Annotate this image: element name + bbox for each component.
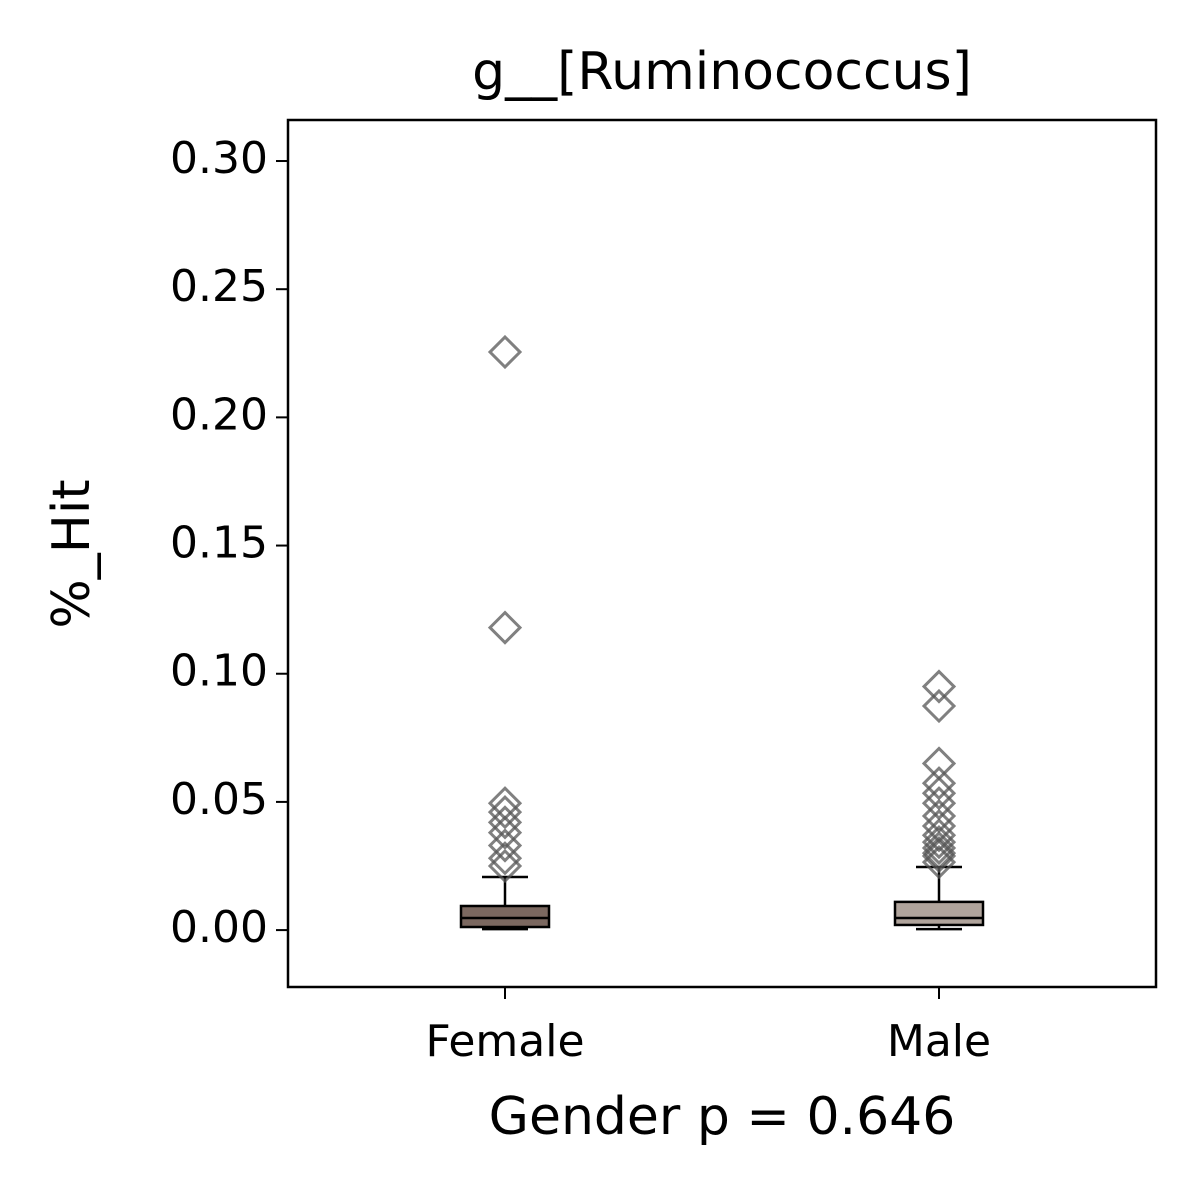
outlier bbox=[921, 776, 957, 811]
outlier bbox=[921, 845, 957, 880]
box bbox=[459, 904, 551, 929]
y-tick-label: 0.05 bbox=[170, 774, 268, 825]
y-tick-label: 0.30 bbox=[170, 133, 268, 184]
y-tick-label: 0.15 bbox=[170, 518, 268, 569]
box bbox=[893, 900, 985, 927]
outlier bbox=[921, 830, 957, 866]
y-axis-label: %_Hit bbox=[42, 479, 102, 628]
x-axis-label: Gender p = 0.646 bbox=[489, 1087, 956, 1147]
x-tick-label: Female bbox=[425, 1016, 584, 1067]
outlier bbox=[487, 815, 523, 850]
y-tick-label: 0.25 bbox=[170, 261, 268, 312]
x-tick-label: Male bbox=[887, 1016, 991, 1067]
y-tick-label: 0.00 bbox=[170, 902, 268, 953]
y-tick-label: 0.20 bbox=[170, 389, 268, 440]
outlier bbox=[921, 766, 957, 801]
outlier bbox=[921, 836, 957, 871]
outlier bbox=[921, 818, 957, 853]
outlier bbox=[487, 828, 523, 863]
outlier bbox=[487, 610, 523, 645]
outlier bbox=[487, 848, 523, 884]
outlier bbox=[921, 669, 957, 704]
outlier bbox=[921, 838, 957, 874]
outlier bbox=[921, 825, 957, 860]
outlier bbox=[921, 688, 957, 724]
outlier bbox=[487, 805, 523, 840]
outlier bbox=[487, 841, 523, 876]
plot-frame bbox=[286, 118, 1158, 989]
outlier bbox=[487, 334, 523, 370]
y-tick-label: 0.10 bbox=[170, 646, 268, 697]
chart-title: g__[Ruminococcus] bbox=[472, 42, 972, 102]
outlier bbox=[487, 795, 523, 830]
